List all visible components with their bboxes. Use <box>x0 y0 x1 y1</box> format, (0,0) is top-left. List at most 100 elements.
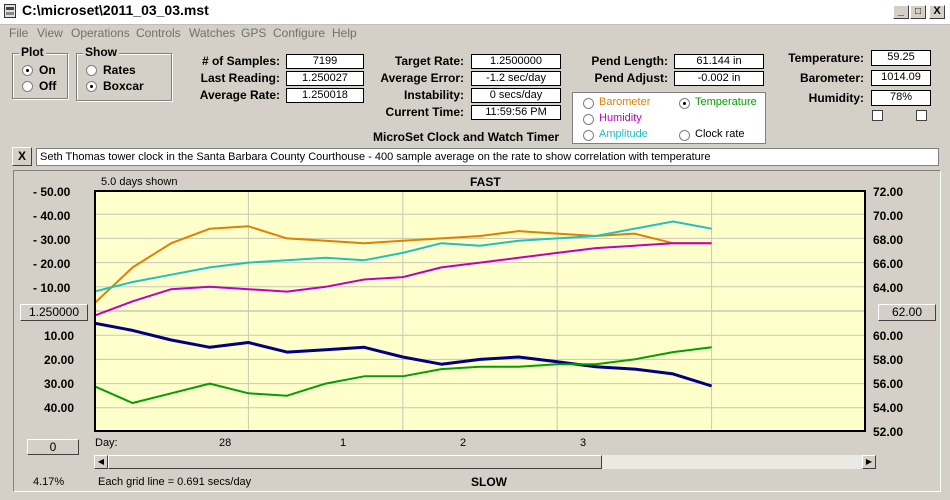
show-group <box>76 53 172 101</box>
close-button[interactable]: X <box>929 5 945 19</box>
left-tick: 40.00 <box>44 401 75 415</box>
menu-file[interactable]: File <box>9 26 29 40</box>
app-icon[interactable] <box>4 4 16 18</box>
humidity-radio[interactable] <box>583 114 594 125</box>
sensor-checkbox-2[interactable] <box>916 110 927 121</box>
amplitude-option-label[interactable]: Amplitude <box>599 128 648 140</box>
menu-view[interactable]: View <box>37 26 63 40</box>
fast-label: FAST <box>470 175 501 189</box>
humidity-value: 78% <box>871 90 931 106</box>
day-tick: 3 <box>580 437 587 449</box>
show-boxcar-label[interactable]: Boxcar <box>103 79 144 93</box>
menu-configure[interactable]: Configure <box>273 26 326 40</box>
window-title: C:\microset\2011_03_03.mst <box>22 2 209 18</box>
day-axis-label: Day: <box>95 437 118 449</box>
slow-label: SLOW <box>471 475 507 489</box>
right-tick: 56.00 <box>873 377 904 391</box>
left-tick: - 30.00 <box>33 233 71 247</box>
show-rates-radio[interactable] <box>86 65 97 76</box>
barometer-radio[interactable] <box>583 98 594 109</box>
plot-options-box: Barometer Temperature Humidity Amplitude… <box>572 92 766 144</box>
barometer-option-label[interactable]: Barometer <box>599 96 651 108</box>
clock-rate-option-label[interactable]: Clock rate <box>695 128 745 140</box>
menu-watches[interactable]: Watches <box>189 26 236 40</box>
right-tick: 60.00 <box>873 329 904 343</box>
days-shown-label: 5.0 days shown <box>101 176 178 188</box>
instability-label: Instability: <box>403 88 464 102</box>
instability-value: 0 secs/day <box>471 88 561 103</box>
menu-bar: File View Operations Controls Watches GP… <box>0 24 950 42</box>
center-rate-button[interactable]: 1.250000 <box>20 304 88 321</box>
humidity-option-label[interactable]: Humidity <box>599 112 642 124</box>
scrollbar-thumb[interactable] <box>108 455 602 469</box>
minimize-button[interactable]: _ <box>893 5 909 19</box>
clear-notes-button[interactable]: X <box>12 147 32 166</box>
plot-on-radio[interactable] <box>22 65 33 76</box>
pend-length-value: 61.144 in <box>674 54 764 69</box>
plot-group-title: Plot <box>19 45 46 59</box>
day-tick: 1 <box>340 437 347 449</box>
left-tick: - 40.00 <box>33 209 71 223</box>
temperature-option-label[interactable]: Temperature <box>695 96 757 108</box>
target-rate-label: Target Rate: <box>394 54 464 68</box>
pend-adjust-value[interactable]: -0.002 in <box>674 71 764 86</box>
plot-off-label[interactable]: Off <box>39 79 57 93</box>
pend-length-label: Pend Length: <box>591 54 668 68</box>
scroll-left-arrow-icon[interactable]: ◀ <box>94 455 108 469</box>
show-rates-label[interactable]: Rates <box>103 63 136 77</box>
zero-button[interactable]: 0 <box>27 439 79 455</box>
plot-panel <box>13 170 941 492</box>
barometer-series-line <box>94 225 712 305</box>
day-tick: 2 <box>460 437 467 449</box>
samples-label: # of Samples: <box>201 54 280 68</box>
maximize-button[interactable]: □ <box>910 5 926 19</box>
humidity-series-line <box>94 242 712 317</box>
humidity-label: Humidity: <box>808 91 864 105</box>
menu-controls[interactable]: Controls <box>136 26 181 40</box>
plot-on-label[interactable]: On <box>39 63 56 77</box>
day-tick: 28 <box>219 437 232 449</box>
left-tick: - 50.00 <box>33 185 71 199</box>
right-tick: 66.00 <box>873 257 904 271</box>
pend-adjust-label: Pend Adjust: <box>594 71 668 85</box>
right-tick: 58.00 <box>873 353 904 367</box>
plot-off-radio[interactable] <box>22 81 33 92</box>
notes-input[interactable]: Seth Thomas tower clock in the Santa Bar… <box>36 148 939 166</box>
menu-help[interactable]: Help <box>332 26 357 40</box>
target-rate-value[interactable]: 1.2500000 <box>471 54 561 69</box>
right-tick: 54.00 <box>873 401 904 415</box>
temperature-series-line <box>94 346 712 404</box>
left-tick: - 20.00 <box>33 257 71 271</box>
percent-label: 4.17% <box>33 476 65 488</box>
menu-operations[interactable]: Operations <box>71 26 130 40</box>
current-time-label: Current Time: <box>385 105 464 119</box>
samples-value: 7199 <box>286 54 364 69</box>
average-rate-value: 1.250018 <box>286 88 364 103</box>
temperature-radio[interactable] <box>679 98 690 109</box>
last-reading-label: Last Reading: <box>200 71 280 85</box>
clock-rate-radio[interactable] <box>679 130 690 141</box>
average-error-label: Average Error: <box>380 71 464 85</box>
right-tick: 52.00 <box>873 425 904 439</box>
right-tick: 72.00 <box>873 185 904 199</box>
left-tick: - 10.00 <box>33 281 71 295</box>
menu-gps[interactable]: GPS <box>241 26 267 40</box>
amplitude-series-line <box>94 220 712 293</box>
app-caption: MicroSet Clock and Watch Timer <box>373 130 560 144</box>
plot-border <box>94 190 866 432</box>
rate-chart <box>94 190 866 432</box>
right-center-button[interactable]: 62.00 <box>878 304 936 321</box>
title-bar: C:\microset\2011_03_03.mst _ □ X <box>0 0 950 25</box>
scroll-right-arrow-icon[interactable]: ▶ <box>862 455 876 469</box>
show-group-title: Show <box>83 45 119 59</box>
current-time-value: 11:59:56 PM <box>471 105 561 120</box>
sensor-checkbox-1[interactable] <box>872 110 883 121</box>
show-boxcar-radio[interactable] <box>86 81 97 92</box>
amplitude-radio[interactable] <box>583 130 594 141</box>
average-error-value: -1.2 sec/day <box>471 71 561 86</box>
right-tick: 70.00 <box>873 209 904 223</box>
average-rate-label: Average Rate: <box>199 88 280 102</box>
right-tick: 68.00 <box>873 233 904 247</box>
left-tick: 10.00 <box>44 329 75 343</box>
grid-note: Each grid line = 0.691 secs/day <box>98 476 252 488</box>
